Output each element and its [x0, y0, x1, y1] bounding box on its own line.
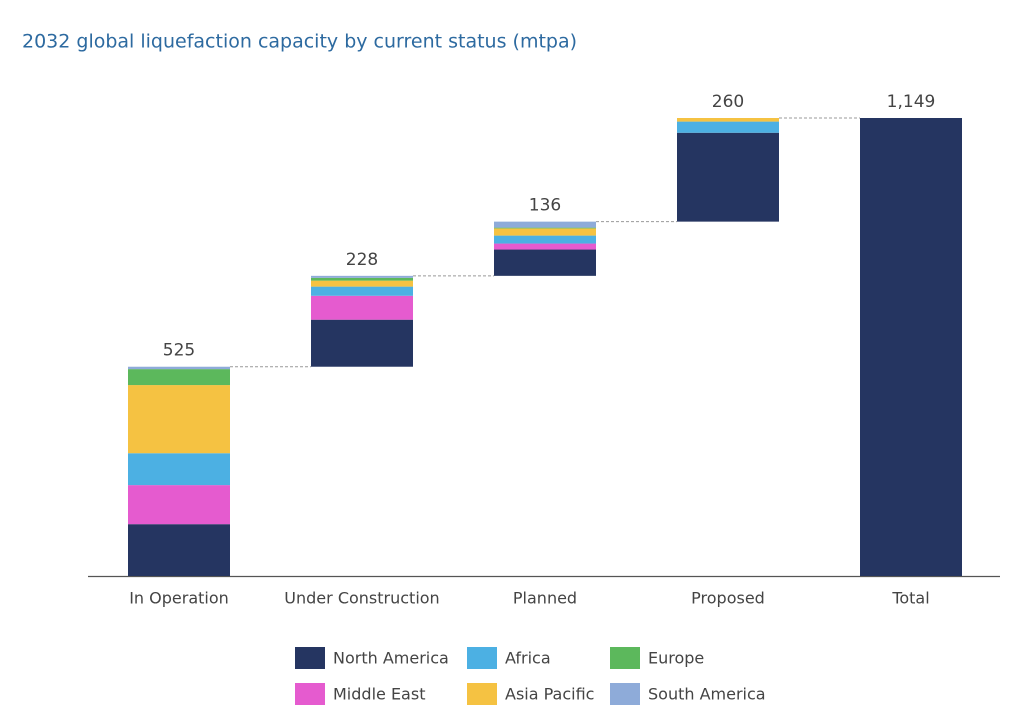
x-tick-label: Planned — [513, 589, 577, 608]
bar-segment — [494, 227, 596, 229]
bar-segment — [128, 485, 230, 525]
legend-swatch — [467, 683, 497, 705]
legend-label: Africa — [505, 649, 551, 668]
bar-segment — [128, 369, 230, 386]
x-tick-label: Proposed — [691, 589, 765, 608]
bar-segment — [311, 277, 413, 281]
bar-segment — [494, 221, 596, 228]
total-label: 1,149 — [887, 92, 936, 112]
bar-segment — [311, 280, 413, 287]
bar-segment — [128, 453, 230, 486]
bar-segment — [494, 249, 596, 276]
bar-segment — [311, 275, 413, 278]
total-label: 136 — [529, 196, 561, 216]
total-label: 228 — [346, 250, 378, 270]
bar-segment — [494, 235, 596, 244]
x-tick-label: Under Construction — [284, 589, 439, 608]
bar-segment — [311, 319, 413, 367]
bar-segment — [311, 286, 413, 296]
legend-swatch — [467, 647, 497, 669]
total-label: 260 — [712, 92, 744, 112]
x-tick-label: Total — [891, 589, 929, 608]
chart-title: 2032 global liquefaction capacity by cur… — [22, 31, 577, 53]
bar-segment — [494, 243, 596, 250]
legend-swatch — [295, 683, 325, 705]
bar-segment — [677, 118, 779, 122]
total-label: 525 — [163, 341, 195, 361]
bar — [860, 118, 962, 576]
x-tick-label: In Operation — [129, 589, 229, 608]
legend-label: South America — [648, 685, 766, 704]
legend-label: Europe — [648, 649, 704, 668]
bar-segment — [128, 366, 230, 370]
bar-segment — [128, 385, 230, 454]
bar-segment — [311, 295, 413, 320]
legend-swatch — [295, 647, 325, 669]
legend-label: Middle East — [333, 685, 425, 704]
bar-segment — [128, 524, 230, 576]
legend-label: Asia Pacific — [505, 685, 594, 704]
bar-segment — [494, 228, 596, 236]
legend-swatch — [610, 683, 640, 705]
legend-label: North America — [333, 649, 449, 668]
legend-swatch — [610, 647, 640, 669]
bar-segment — [677, 132, 779, 222]
bar-segment — [677, 121, 779, 133]
